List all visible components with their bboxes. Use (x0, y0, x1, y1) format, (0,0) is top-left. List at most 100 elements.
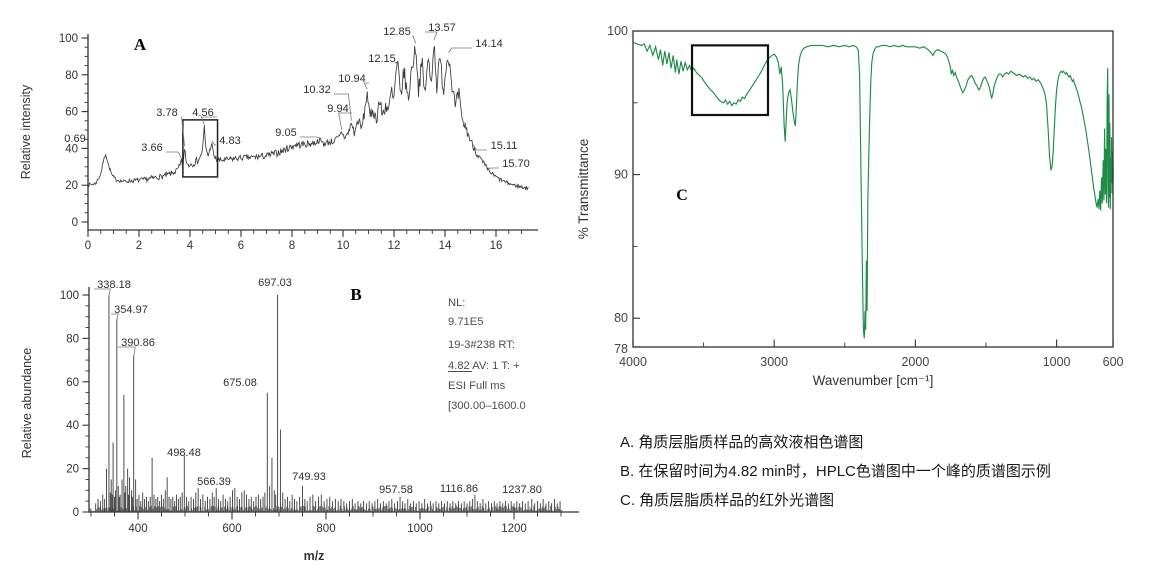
x-tick-label: 1000 (407, 523, 433, 535)
x-tick-label: 1200 (501, 523, 527, 535)
peak-label: 957.58 (379, 484, 413, 496)
peak-leader-line (200, 116, 217, 125)
peak-label: 3.66 (141, 142, 162, 154)
panel-letter-c: C (676, 187, 688, 204)
x-tick-label: 4000 (619, 355, 647, 369)
panel-letter-b: B (350, 285, 361, 304)
x-tick-label: 12 (388, 240, 401, 252)
y-tick-label: 100 (607, 24, 628, 38)
peak-leader-line (181, 116, 185, 147)
x-tick-label: 16 (490, 240, 503, 252)
y-tick-label: 100 (60, 290, 79, 302)
y-tick-label: 80 (66, 333, 79, 345)
x-tick-label: 600 (222, 523, 241, 535)
peak-label: 390.86 (121, 337, 155, 349)
peak-label: 9.94 (327, 103, 348, 115)
hplc-trace (87, 45, 529, 192)
x-tick-label: 10 (337, 240, 350, 252)
scan-info-line: 19-3#238 RT: (448, 339, 515, 351)
peak-label: 4.56 (192, 107, 213, 119)
x-tick-label: 800 (316, 523, 335, 535)
peak-label: 498.48 (167, 447, 201, 459)
y-tick-label: 20 (65, 180, 78, 192)
peak-label: 338.18 (97, 279, 131, 291)
peak-label: 566.39 (197, 476, 231, 488)
y-axis-title: % Transmittance (576, 139, 591, 240)
hplc-axes: 0 20 40 60 80 100 0 2 4 6 8 10 12 14 16 (59, 33, 538, 252)
peak-leader-line (94, 288, 111, 297)
peak-label: 12.15 (368, 53, 396, 65)
scan-info-line: [300.00–1600.0 (448, 400, 526, 412)
peak-label: 14.14 (475, 38, 503, 50)
peak-leader-line (300, 136, 320, 139)
peak-leader-line (394, 61, 399, 64)
peak-label: 1116.86 (440, 483, 478, 495)
y-tick-label: 20 (66, 464, 79, 476)
x-tick-label: 600 (1103, 355, 1124, 369)
peak-label: 4.83 (219, 135, 240, 147)
peak-leader-line (363, 82, 369, 90)
peak-label: 9.05 (275, 127, 296, 139)
x-tick-label: 400 (128, 523, 147, 535)
x-tick-label: 2 (136, 240, 142, 252)
x-tick-label: 1000 (1043, 355, 1071, 369)
x-tick-label: 14 (439, 240, 452, 252)
panel-letter-a: A (134, 35, 147, 54)
peak-leader-line (166, 151, 182, 159)
ms-peak-labels: 338.18 354.97 390.86 498.48 566.39 675.08 697.… (94, 277, 542, 496)
y-tick-label: 78 (614, 342, 628, 356)
x-tick-label: 2000 (901, 355, 929, 369)
peak-leader-line (334, 93, 352, 121)
y-tick-label: 80 (614, 311, 628, 325)
peak-label: 15.11 (491, 140, 518, 152)
peak-label: 0.69 (64, 133, 85, 145)
y-tick-label: 100 (59, 33, 78, 45)
y-axis-title: Relative abundance (20, 348, 34, 459)
y-tick-label: 40 (65, 143, 78, 155)
peak-label: 1237.80 (502, 484, 542, 496)
peak-label: 12.85 (383, 26, 411, 38)
peak-leader-line (111, 313, 119, 320)
x-axis-title: Wavenumber [cm⁻¹] (813, 373, 934, 388)
inset-highlight-box (182, 119, 219, 178)
y-tick-label: 0 (72, 217, 78, 229)
peak-label: 10.94 (338, 73, 366, 85)
ms-peaks (95, 295, 561, 512)
retention-time-labels: 0.693.663.78 4.564.839.059.9410.3210.9412… (64, 22, 529, 170)
x-tick-label: 4 (187, 240, 194, 252)
y-tick-label: 40 (66, 420, 79, 432)
peak-label: 354.97 (114, 304, 148, 316)
x-axis-title: m/z (304, 549, 325, 563)
hplc-chromatogram-panel: 0 20 40 60 80 100 0 2 4 6 8 10 12 14 16 Relative intens… (19, 22, 538, 252)
peak-leader-line (488, 167, 499, 169)
peak-label: 13.57 (428, 22, 456, 34)
caption-line-c: C. 角质层脂质样品的红外光谱图 (620, 492, 835, 509)
x-tick-label: 8 (289, 240, 295, 252)
peak-label: 15.70 (502, 158, 530, 170)
peak-label: 675.08 (223, 377, 257, 389)
plot-frame (632, 30, 1114, 348)
peak-leader-line (425, 31, 438, 40)
y-tick-label: 60 (66, 377, 79, 389)
peak-label: 3.78 (156, 107, 177, 119)
scan-info-line: 4.82 AV: 1 T: + (448, 360, 520, 372)
peak-leader-line (448, 47, 472, 53)
peak-label: 10.32 (303, 84, 331, 96)
y-tick-label: 60 (65, 107, 78, 119)
peak-leader-line (472, 144, 487, 151)
peak-label: 697.03 (258, 277, 292, 289)
scan-info-line: 9.71E5 (448, 316, 483, 328)
peak-leader-line (118, 346, 136, 357)
mass-spectrum-panel: 0 20 40 60 80 100 400 600 800 1000 1200 Relative ab… (20, 277, 579, 563)
caption-line-b: B. 在保留时间为4.82 min时，HPLC色谱图中一个峰的质谱图示例 (620, 463, 1051, 480)
peak-leader-line (412, 35, 417, 44)
y-tick-label: 90 (614, 168, 628, 182)
scan-info-line: ESI Full ms (448, 380, 506, 392)
band-highlight-box (690, 44, 770, 117)
x-tick-label: 0 (85, 240, 91, 252)
peak-leader-line (211, 140, 216, 146)
scan-info-box: NL: 9.71E5 19-3#238 RT: 4.82 AV: 1 T: + ESI … (448, 297, 526, 412)
